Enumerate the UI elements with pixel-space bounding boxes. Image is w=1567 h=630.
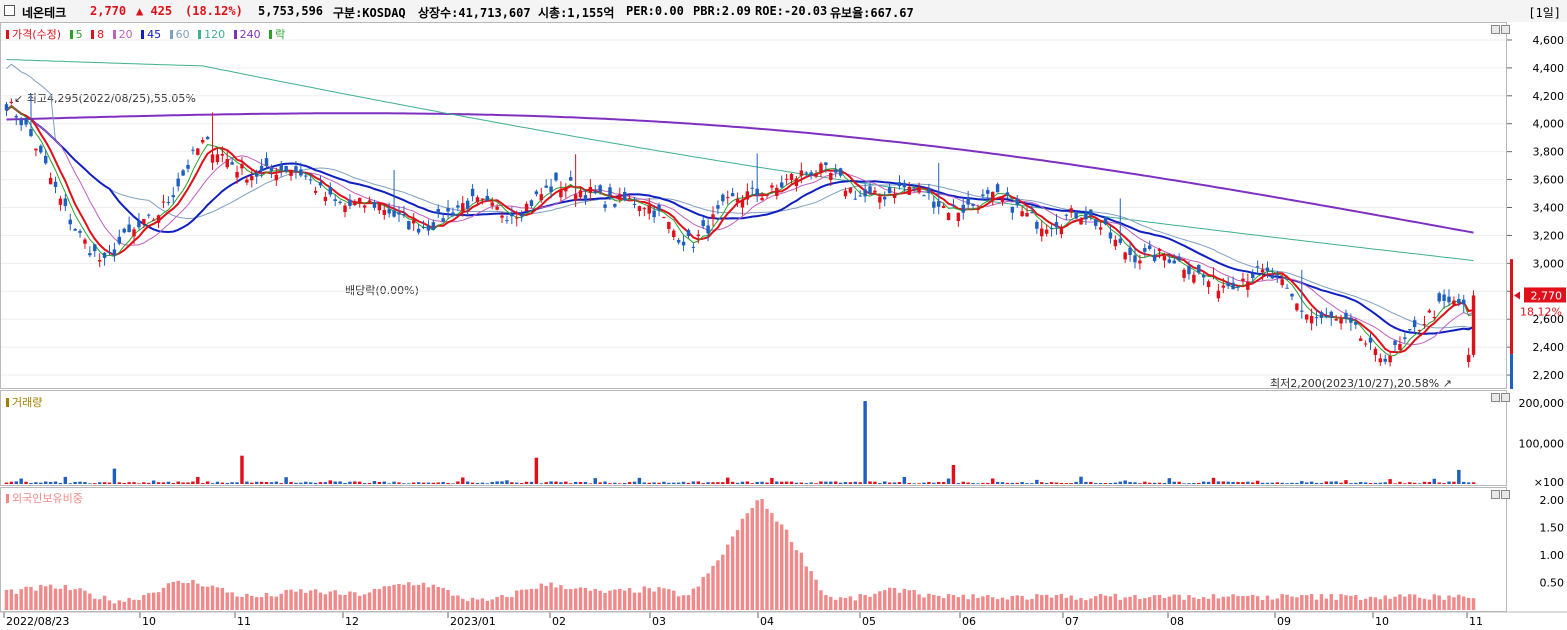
y-tick-label: 1.50 bbox=[1540, 522, 1565, 535]
market-text: 구분:KOSDAQ bbox=[333, 6, 406, 20]
legend-price: 가격(수정) bbox=[6, 28, 61, 41]
x-tick-label: 11 bbox=[1469, 615, 1483, 628]
x-tick-label: 10 bbox=[1375, 615, 1389, 628]
panel-minimize-icon[interactable] bbox=[1491, 25, 1500, 34]
dividend-annotation: 배당락(0.00%) bbox=[345, 284, 419, 297]
price-legend: 가격(수정) 5 8 20 45 60 120 240 락 bbox=[6, 26, 290, 42]
high-annotation: ↙ 최고4,295(2022/08/25),55.05% bbox=[14, 92, 196, 105]
low-annotation: 최저2,200(2023/10/27),20.58% ↗ bbox=[1270, 377, 1452, 390]
pbr-text: PBR:2.09 bbox=[693, 4, 751, 18]
price-change-pct: (18.12%) bbox=[185, 4, 243, 18]
shares-text: 상장수:41,713,607 bbox=[418, 6, 531, 20]
x-tick-label: 06 bbox=[962, 615, 976, 628]
roe-text: ROE:-20.03 bbox=[755, 4, 828, 18]
legend-ma20: 20 bbox=[112, 28, 133, 41]
panel-close-icon[interactable] bbox=[1501, 490, 1510, 499]
price-axis bbox=[1507, 22, 1567, 389]
per-text: PER:0.00 bbox=[626, 4, 684, 18]
mcap-text: 시총:1,155억 bbox=[538, 6, 615, 20]
legend-ma240: 240 bbox=[233, 28, 261, 41]
x-tick-label: 2023/01 bbox=[450, 615, 496, 628]
panel-minimize-icon[interactable] bbox=[1491, 490, 1500, 499]
y-tick-label: 200,000 bbox=[1519, 397, 1565, 410]
x-tick-label: 2022/08/23 bbox=[6, 615, 69, 628]
y-tick-label: 0.50 bbox=[1540, 577, 1565, 590]
volume-panel bbox=[0, 390, 1507, 486]
legend-ma8: 8 bbox=[91, 28, 104, 41]
x-tick-label: 02 bbox=[552, 615, 566, 628]
arrow-icon: ↙ bbox=[14, 92, 27, 105]
foreign-panel bbox=[0, 487, 1507, 612]
legend-ma45: 45 bbox=[141, 28, 161, 41]
x-tick-label: 10 bbox=[142, 615, 156, 628]
x-tick-label: 05 bbox=[862, 615, 876, 628]
volume-legend: 거래량 bbox=[6, 394, 42, 410]
price-change: ▲ 425 bbox=[136, 4, 173, 18]
arrow-icon: ↗ bbox=[1439, 377, 1452, 390]
x-tick-label: 11 bbox=[237, 615, 251, 628]
legend-ma120: 120 bbox=[198, 28, 225, 41]
stock-name: 네온테크 bbox=[22, 6, 67, 20]
x-tick-label: 07 bbox=[1065, 615, 1079, 628]
price-panel bbox=[0, 22, 1507, 389]
panel-close-icon[interactable] bbox=[1501, 393, 1510, 402]
legend-ma5: 5 bbox=[69, 28, 83, 41]
x-tick-label: 12 bbox=[345, 615, 359, 628]
legend-ex-dividend: 락 bbox=[269, 28, 285, 41]
y-tick-label: ×100 bbox=[1534, 476, 1564, 489]
panel-minimize-icon[interactable] bbox=[1491, 393, 1500, 402]
panel-close-icon[interactable] bbox=[1501, 25, 1510, 34]
checkbox[interactable] bbox=[4, 5, 15, 16]
x-tick-label: 04 bbox=[760, 615, 774, 628]
y-tick-label: 1.00 bbox=[1540, 549, 1565, 562]
stock-info-bar: 네온테크 2,770 ▲ 425 (18.12%) 5,753,596 구분:K… bbox=[0, 0, 1567, 23]
reserve-text: 유보율:667.67 bbox=[830, 6, 914, 20]
volume-text: 5,753,596 bbox=[258, 4, 324, 18]
x-tick-label: 09 bbox=[1277, 615, 1291, 628]
legend-ma60: 60 bbox=[169, 28, 190, 41]
y-tick-label: 2.00 bbox=[1540, 494, 1565, 507]
current-price: 2,770 bbox=[90, 4, 127, 18]
foreign-legend: 외국인보유비중 bbox=[6, 490, 83, 506]
period-selector[interactable]: [1일] bbox=[1528, 6, 1561, 20]
x-tick-label: 03 bbox=[652, 615, 666, 628]
x-tick-label: 08 bbox=[1170, 615, 1184, 628]
y-tick-label: 100,000 bbox=[1519, 438, 1565, 451]
